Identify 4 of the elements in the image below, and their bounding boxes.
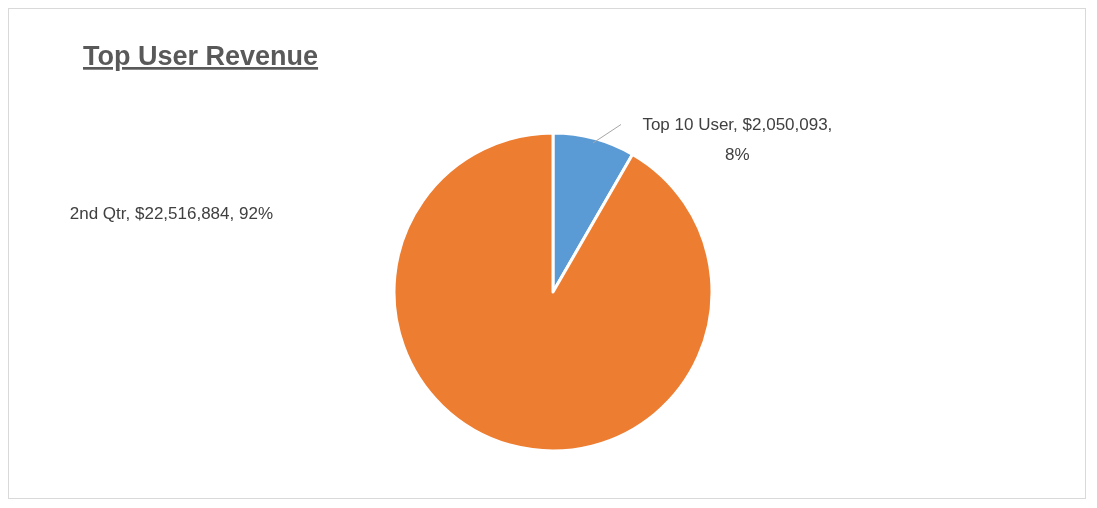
chart-title: Top User Revenue bbox=[83, 41, 319, 71]
pie-slice bbox=[392, 131, 714, 453]
slice-label: 2nd Qtr, $22,516,884, 92% bbox=[69, 203, 274, 223]
slice-label: Top 10 User, $2,050,093, 8% bbox=[642, 114, 833, 164]
